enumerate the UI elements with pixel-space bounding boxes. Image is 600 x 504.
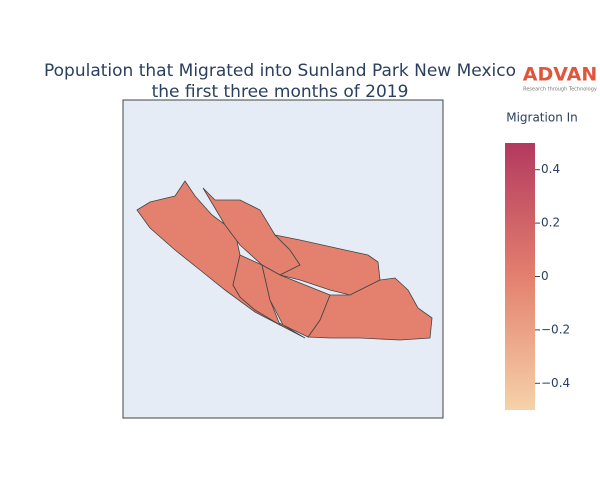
- colorbar: [505, 143, 535, 410]
- colorbar-tick-label: 0.4: [541, 162, 560, 176]
- logo-tagline: Research through Technology: [523, 87, 597, 93]
- colorbar-tick-label: −0.2: [541, 322, 570, 336]
- colorbar-title: Migration In: [506, 111, 578, 125]
- region: [261, 264, 331, 338]
- colorbar-tick-label: 0.2: [541, 216, 560, 230]
- colorbar-tick-label: 0: [541, 269, 549, 283]
- colorbar-tick-label: −0.4: [541, 376, 570, 390]
- logo: ADVAN: [523, 64, 598, 86]
- region: [307, 277, 433, 341]
- chart-title: Population that Migrated into Sunland Pa…: [44, 61, 516, 81]
- chart-title: the first three months of 2019: [152, 82, 409, 102]
